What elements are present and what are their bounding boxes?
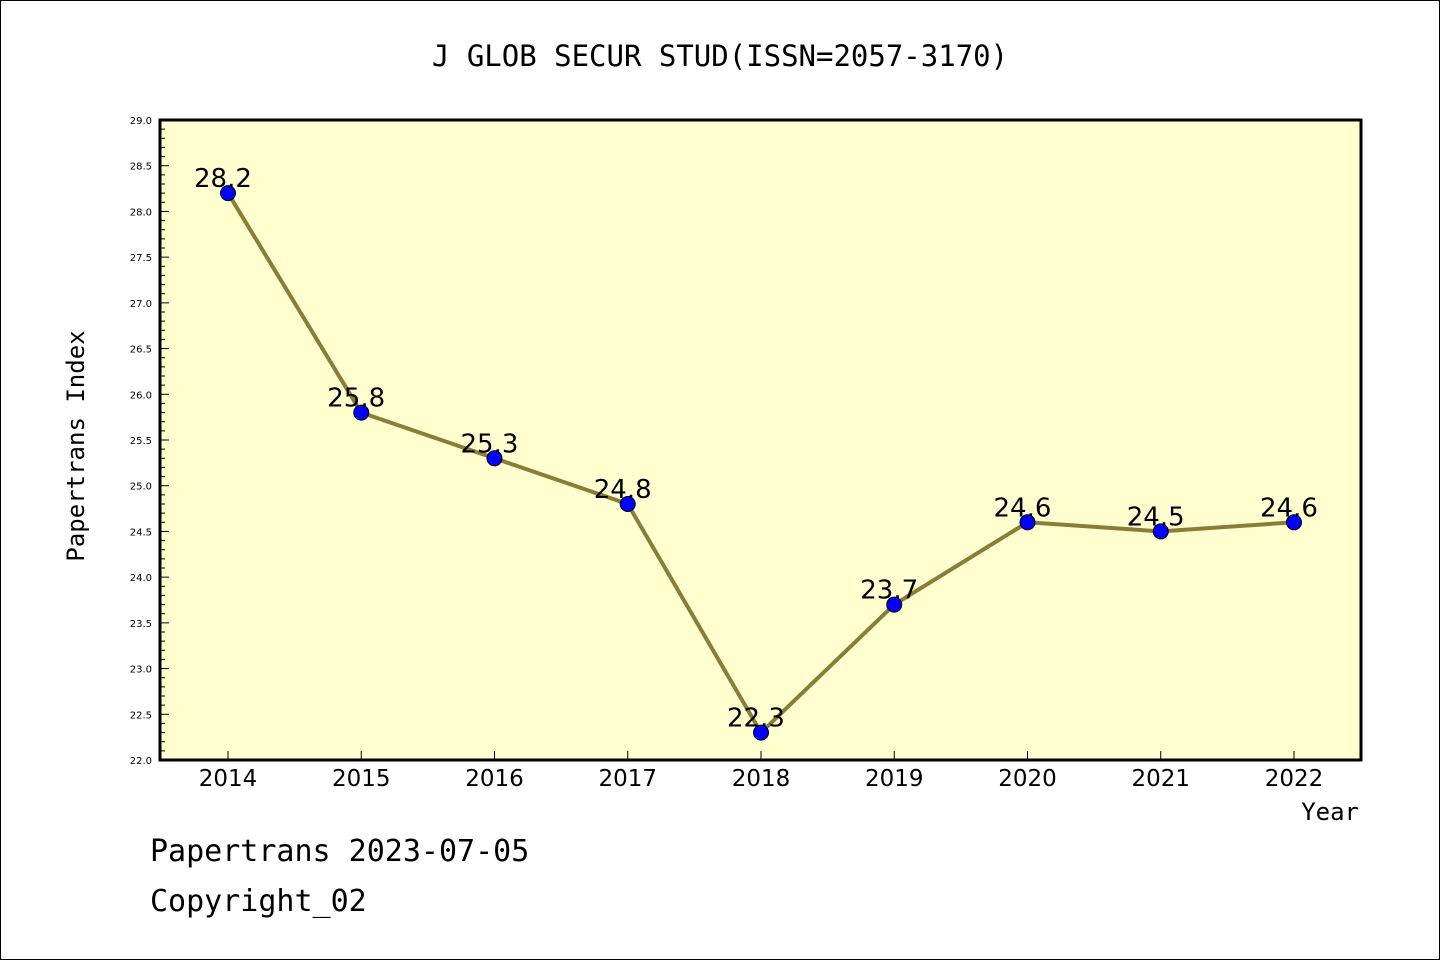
x-tick-label: 2022 (1265, 766, 1324, 792)
data-point (1019, 514, 1036, 531)
y-tick-label: 22.0 (130, 756, 152, 767)
x-tick-label: 2018 (732, 766, 791, 792)
x-tick-label: 2021 (1131, 766, 1190, 792)
y-tick-label: 24.0 (130, 573, 152, 584)
data-points (220, 185, 1302, 741)
data-point (353, 404, 370, 421)
footer-date: Papertrans 2023-07-05 (150, 834, 530, 869)
x-tick-label: 2014 (199, 766, 258, 792)
y-tick-label: 23.0 (130, 665, 152, 676)
y-tick-label: 28.0 (130, 207, 152, 218)
y-tick-label: 23.5 (130, 619, 152, 630)
data-point (886, 596, 903, 613)
y-tick-label: 29.0 (130, 116, 152, 127)
y-tick-label: 28.5 (130, 162, 152, 173)
x-axis: 2014 2015 2016 2017 2018 2019 2020 2021 2022 (199, 751, 1324, 792)
y-axis: 22.0 22.5 23.0 23.5 24.0 24.5 25.0 25.5 26.0 26.5… (130, 116, 169, 767)
y-tick-label: 27.5 (130, 253, 152, 264)
x-tick-label: 2016 (465, 766, 524, 792)
footer-copyright: Copyright_02 (150, 884, 367, 919)
y-tick-label: 22.5 (130, 710, 152, 721)
y-tick-label: 26.5 (130, 345, 152, 356)
y-axis-title: Papertrans Index (62, 330, 90, 561)
chart-title: J GLOB SECUR STUD(ISSN=2057-3170) (432, 39, 1008, 73)
y-tick-label: 25.5 (130, 436, 152, 447)
y-tick-label: 26.0 (130, 390, 152, 401)
data-point (486, 450, 503, 467)
x-tick-label: 2017 (598, 766, 657, 792)
data-point (619, 496, 636, 512)
x-tick-label: 2015 (332, 766, 391, 792)
x-axis-title: Year (1301, 798, 1359, 826)
data-point (1152, 523, 1169, 540)
y-tick-label: 27.0 (130, 299, 152, 310)
x-tick-label: 2020 (998, 766, 1057, 792)
data-point (220, 185, 236, 202)
y-tick-label: 24.5 (130, 527, 152, 538)
data-point (1286, 514, 1302, 531)
data-point (753, 724, 769, 741)
x-tick-label: 2019 (865, 766, 924, 792)
plot-area (158, 118, 1363, 762)
y-tick-label: 25.0 (130, 482, 152, 493)
